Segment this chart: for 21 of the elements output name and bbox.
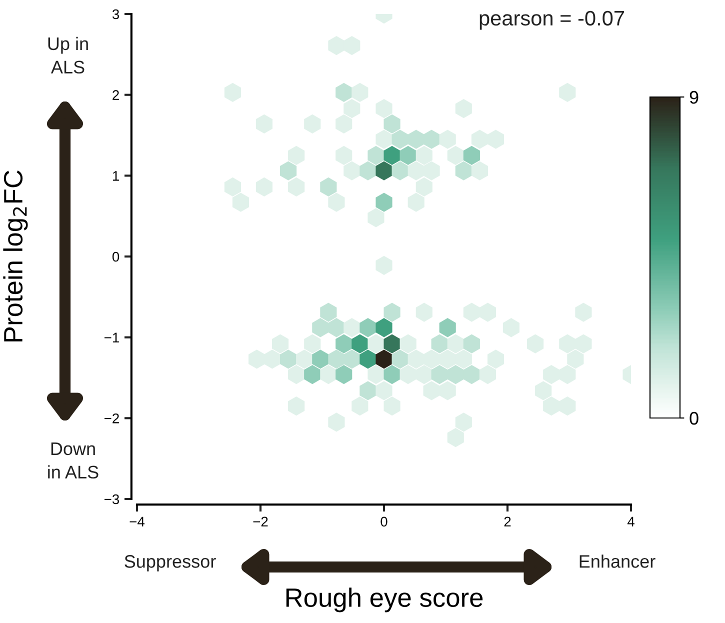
color-bar-label: 0 [690,412,698,425]
y-tick-label: 0 [112,252,120,262]
x-tick-label: 2 [504,516,511,526]
x-axis-title: Rough eye score [286,588,483,612]
x-tick-label: 4 [627,516,634,526]
text: Down in ALS [48,442,98,479]
y-tick-label: −1 [104,332,119,342]
text: Suppressor [124,555,216,572]
x-tick-label: −2 [253,516,268,526]
y-tick-label: 2 [112,90,119,100]
y-tick-label: 1 [112,171,119,181]
x-tick-label: −4 [130,516,145,526]
annotation: pearson = -0.07 [480,10,624,30]
y-tick-label: −2 [104,414,119,424]
x-tick-label: 0 [380,516,388,527]
y-axis-title: Protein log$_{2}$FC [3,170,28,342]
color-bar-label: 9 [690,90,698,104]
y-tick-label: 3 [112,9,120,20]
text: Enhancer [580,554,656,568]
text: Up in ALS [48,36,88,74]
y-tick-label: −3 [104,494,120,504]
